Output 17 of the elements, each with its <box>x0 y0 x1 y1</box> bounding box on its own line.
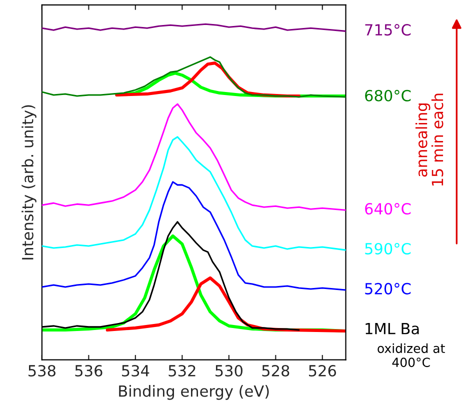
series-label: 590°C <box>365 242 411 254</box>
series-label: 640°C <box>365 202 411 215</box>
series-label: 680°C <box>365 90 411 102</box>
series-label: 715°C <box>365 24 411 36</box>
x-tick-label: 536 <box>75 364 102 377</box>
x-axis-title: Binding energy (eV) <box>119 385 269 400</box>
x-tick-label: 538 <box>28 364 56 377</box>
x-tick-label: 528 <box>262 364 290 377</box>
x-tick-label: 530 <box>216 364 242 377</box>
x-tick-label: 532 <box>168 364 196 377</box>
series-label: 520°C <box>365 282 411 294</box>
y-axis-title: Intensity (arb. unity) <box>22 105 36 260</box>
text: 1ML Ba <box>366 323 419 334</box>
text: oxidized at 400°C <box>378 343 445 368</box>
x-tick-label: 534 <box>122 364 150 377</box>
x-tick-label: 526 <box>309 364 336 377</box>
text: annealing 15 min each <box>415 94 444 186</box>
